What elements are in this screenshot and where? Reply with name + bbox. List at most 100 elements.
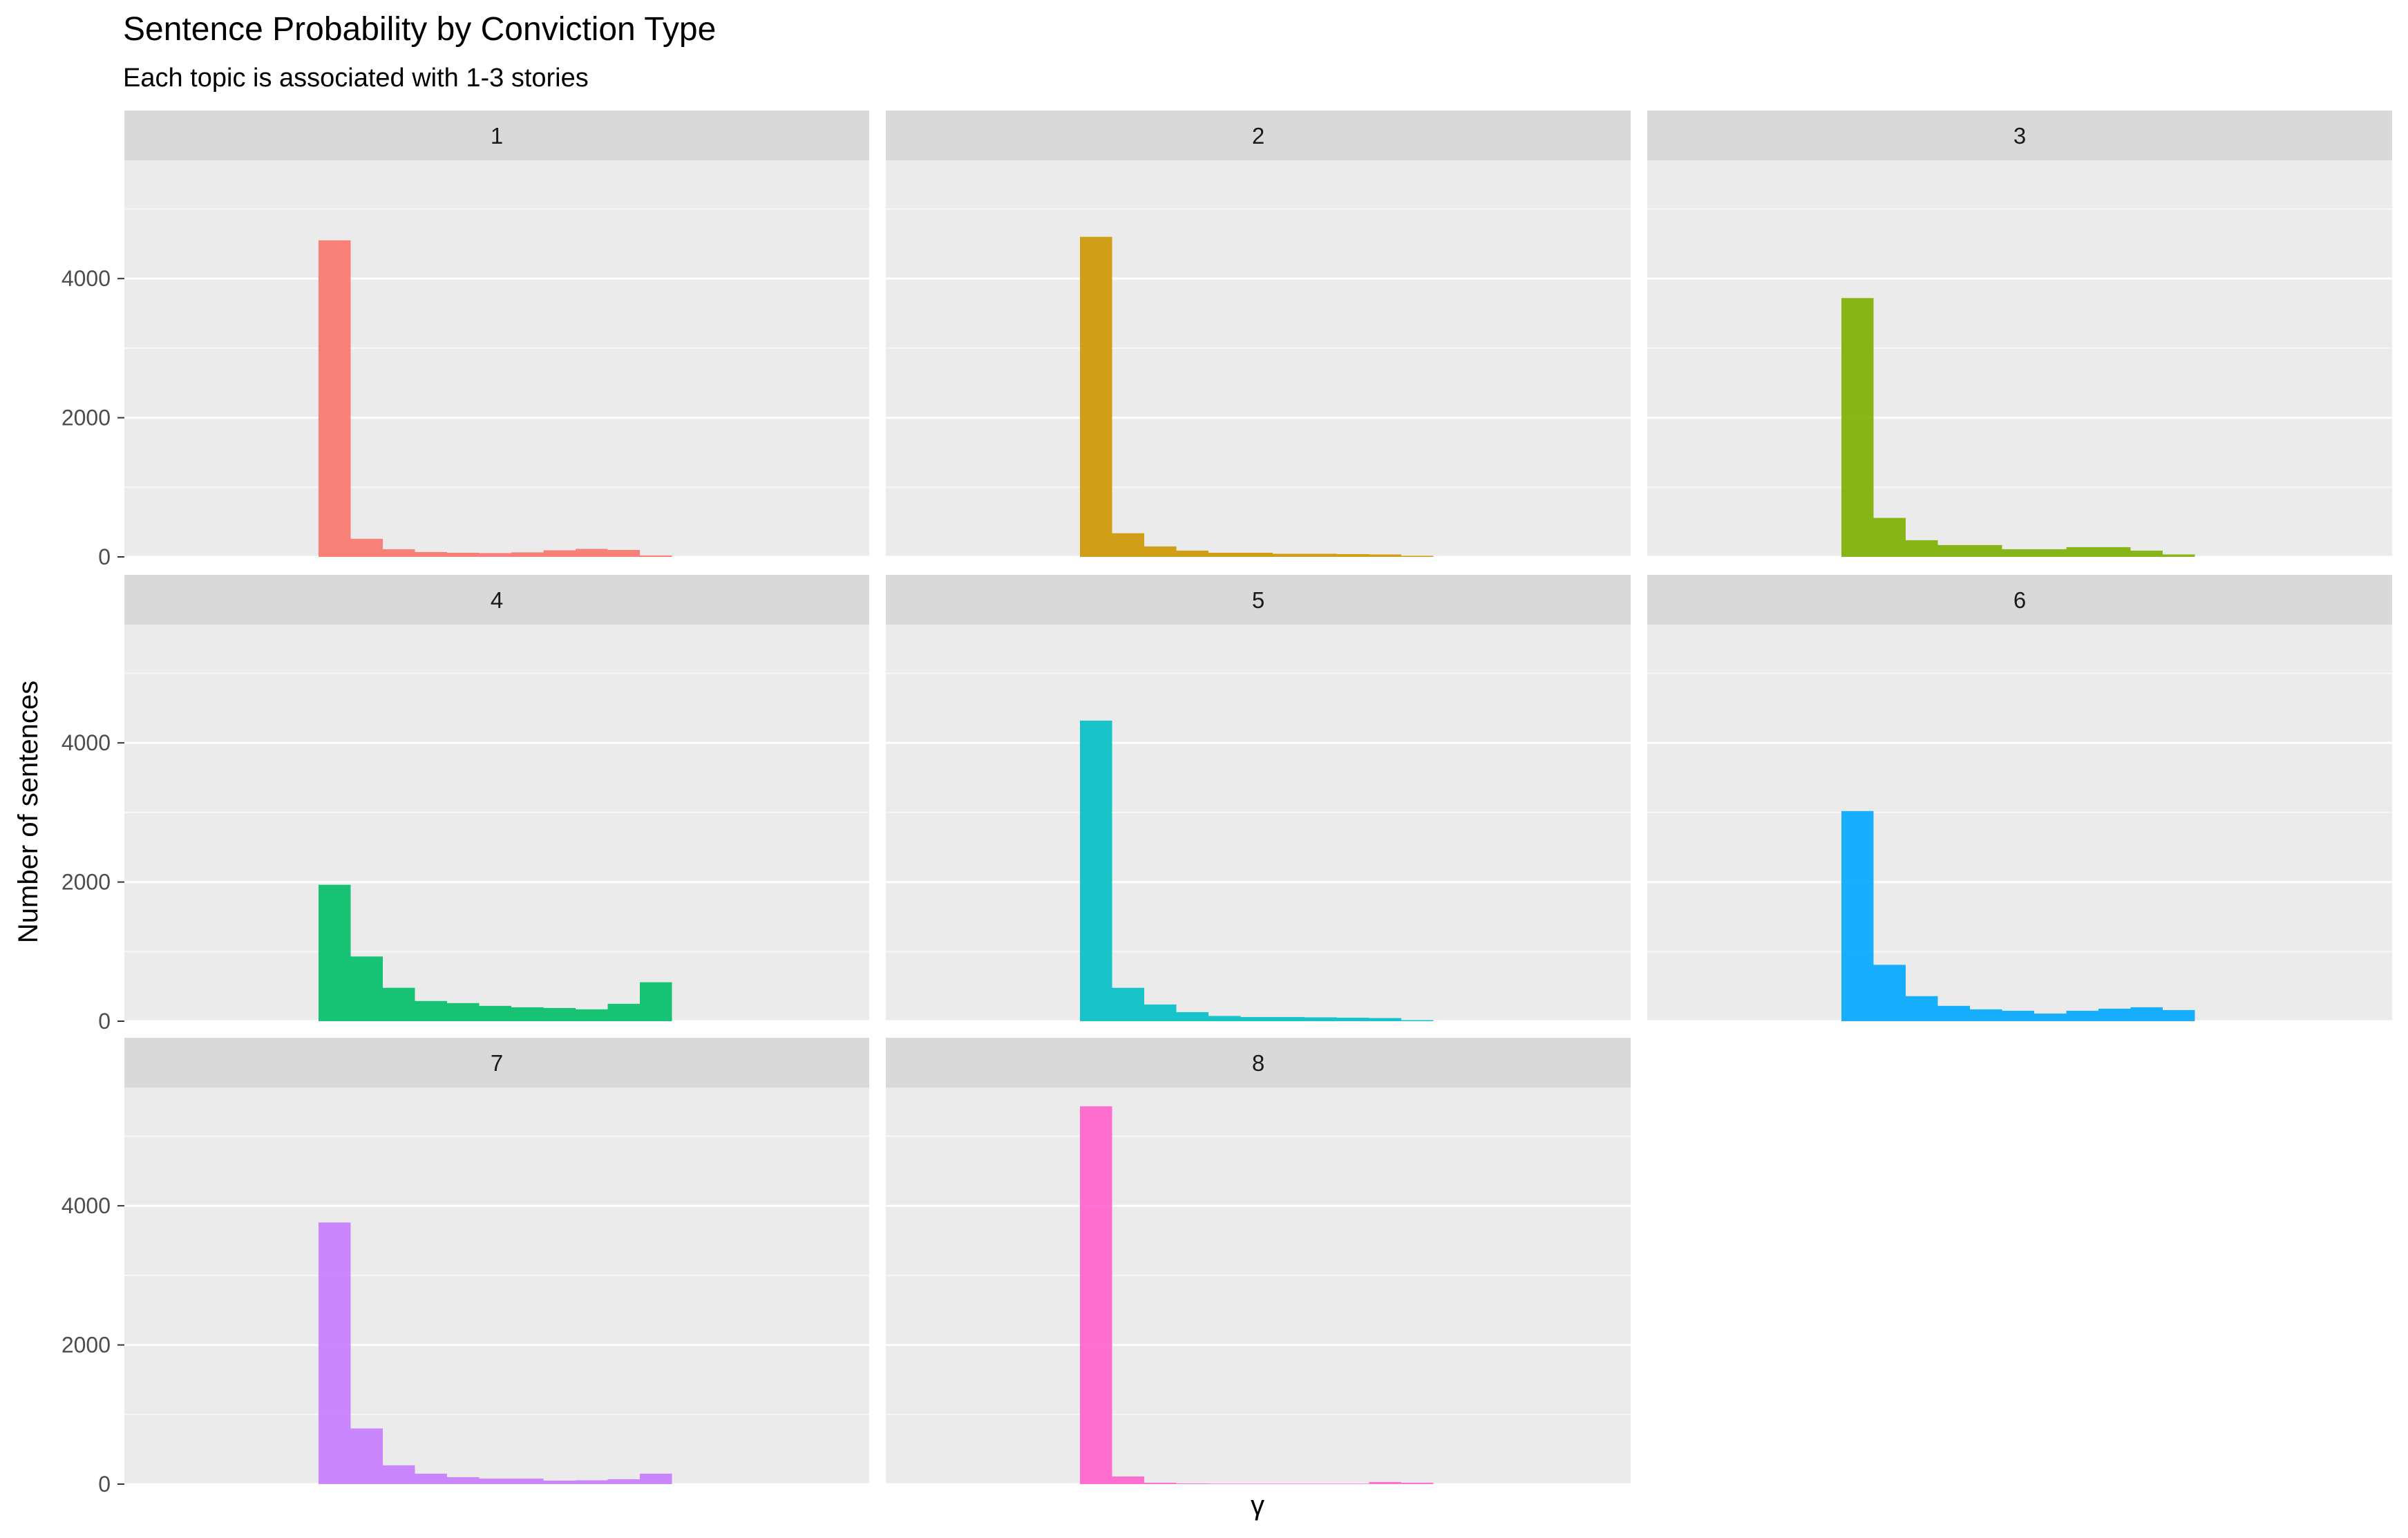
facet-panel-7: 7 0 2000 4000 [61, 1038, 869, 1497]
histogram-bar [1970, 1009, 2002, 1021]
histogram-bar [1401, 1020, 1434, 1021]
histogram-bar [1937, 544, 1970, 557]
panel-background [1647, 625, 2392, 1021]
facet-strip-label: 4 [491, 587, 503, 613]
y-tick-label: 2000 [61, 870, 111, 895]
facet-panel-8: 8 [886, 1038, 1631, 1485]
histogram-bar [1176, 1483, 1208, 1484]
histogram-bar [2066, 1010, 2098, 1021]
facet-strip [124, 575, 869, 625]
histogram-bar [1080, 720, 1112, 1021]
histogram-bar [1873, 518, 1906, 557]
histogram-bar [511, 1478, 544, 1484]
panel-background [124, 625, 869, 1021]
panel-background [124, 1088, 869, 1484]
histogram-bar [543, 1007, 576, 1021]
y-tick-label: 0 [98, 544, 111, 569]
histogram-bar [511, 1007, 544, 1021]
histogram-bar [1369, 1481, 1401, 1484]
histogram-bar [479, 1478, 511, 1484]
histogram-bar [2130, 1007, 2163, 1021]
histogram-bar [1873, 965, 1906, 1021]
histogram-bar [1080, 236, 1112, 557]
facet-strip [886, 111, 1631, 160]
histogram-bar [576, 1009, 608, 1021]
histogram-bar [607, 1479, 640, 1484]
facet-strip-label: 5 [1252, 587, 1264, 613]
histogram-bar [1208, 1016, 1241, 1021]
panel-background [1647, 160, 2392, 557]
histogram-bar [1305, 553, 1337, 557]
histogram-bar [1112, 533, 1144, 557]
y-tick-label: 4000 [61, 266, 111, 291]
histogram-bar [1906, 996, 1938, 1021]
histogram-bar [640, 1473, 672, 1484]
histogram-bar [640, 982, 672, 1021]
histogram-bar [1240, 1016, 1273, 1021]
histogram-bar [383, 549, 415, 557]
facet-panel-6: 6 [1647, 575, 2392, 1023]
histogram-bar [1305, 1017, 1337, 1021]
histogram-bar [479, 553, 511, 557]
histogram-bar [1337, 553, 1369, 557]
histogram-bar [1369, 1018, 1401, 1021]
histogram-bar [2034, 1013, 2067, 1021]
histogram-bar [1401, 556, 1434, 557]
facet-panel-3: 3 [1647, 111, 2392, 558]
histogram-bar [1305, 1483, 1337, 1484]
histogram-bar [319, 1222, 351, 1484]
facet-strip [886, 575, 1631, 625]
histogram-bar [1176, 550, 1208, 557]
facet-panel-5: 5 [886, 575, 1631, 1023]
histogram-bar [447, 1003, 480, 1021]
histogram-bar [2034, 549, 2067, 557]
panel-background [886, 160, 1631, 557]
histogram-bar [1841, 298, 1874, 557]
histogram-bar [1176, 1012, 1208, 1021]
histogram-bar [1080, 1106, 1112, 1484]
facet-strip-label: 8 [1252, 1050, 1264, 1076]
histogram-bar [415, 1473, 447, 1484]
y-tick-label: 4000 [61, 730, 111, 755]
histogram-bar [447, 1477, 480, 1484]
facet-strip-label: 2 [1252, 123, 1264, 149]
histogram-bar [1337, 1483, 1369, 1484]
facet-strip [1647, 111, 2392, 160]
panel-background [886, 1088, 1631, 1484]
histogram-bar [1144, 546, 1177, 557]
histogram-bar [350, 538, 383, 557]
histogram-bar [576, 1480, 608, 1484]
histogram-bar [2066, 547, 2098, 557]
histogram-bar [319, 884, 351, 1021]
facet-strip-label: 6 [2013, 587, 2026, 613]
y-axis-title: Number of sentences [13, 681, 44, 943]
histogram-bar [1273, 1016, 1305, 1021]
facet-strip-label: 1 [491, 123, 503, 149]
histogram-bar [607, 549, 640, 557]
facet-panel-1: 1 0 2000 4000 [61, 111, 869, 569]
facet-strip-label: 3 [2013, 123, 2026, 149]
panel-background [124, 160, 869, 557]
histogram-bar [1401, 1482, 1434, 1484]
facet-strip [124, 1038, 869, 1088]
histogram-bar [350, 956, 383, 1021]
histogram-bar [415, 551, 447, 557]
histogram-bar [2130, 550, 2163, 557]
histogram-bar [1369, 554, 1401, 557]
histogram-bar [543, 1480, 576, 1484]
chart-title: Sentence Probability by Conviction Type [123, 11, 716, 48]
histogram-bar [2098, 1008, 2131, 1021]
facet-panel-2: 2 [886, 111, 1631, 558]
histogram-bar [1144, 1004, 1177, 1021]
chart-subtitle: Each topic is associated with 1-3 storie… [123, 64, 589, 93]
y-tick-label: 2000 [61, 406, 111, 430]
histogram-bar [1112, 987, 1144, 1021]
histogram-bar [1112, 1476, 1144, 1484]
histogram-bar [383, 1465, 415, 1484]
y-tick-label: 0 [98, 1472, 111, 1497]
histogram-bar [1906, 540, 1938, 557]
histogram-bar [319, 240, 351, 557]
histogram-bar [2002, 1010, 2034, 1021]
histogram-bar [350, 1428, 383, 1484]
facet-panels: 1 0 2000 4000 2 3 4 0 2000 4000 5 6 7 0 2000 4000 8 [61, 111, 2392, 1497]
